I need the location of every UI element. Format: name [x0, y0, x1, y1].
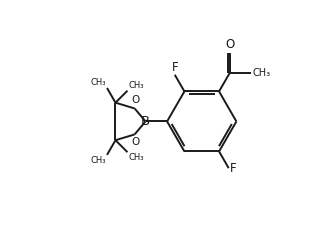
- Text: O: O: [131, 95, 139, 105]
- Text: B: B: [141, 115, 150, 128]
- Text: CH₃: CH₃: [252, 68, 270, 78]
- Text: F: F: [171, 61, 178, 74]
- Text: O: O: [131, 137, 139, 147]
- Text: CH₃: CH₃: [91, 78, 106, 87]
- Text: O: O: [225, 38, 235, 51]
- Text: CH₃: CH₃: [128, 81, 144, 90]
- Text: F: F: [230, 162, 237, 175]
- Text: CH₃: CH₃: [91, 156, 106, 165]
- Text: CH₃: CH₃: [128, 153, 144, 162]
